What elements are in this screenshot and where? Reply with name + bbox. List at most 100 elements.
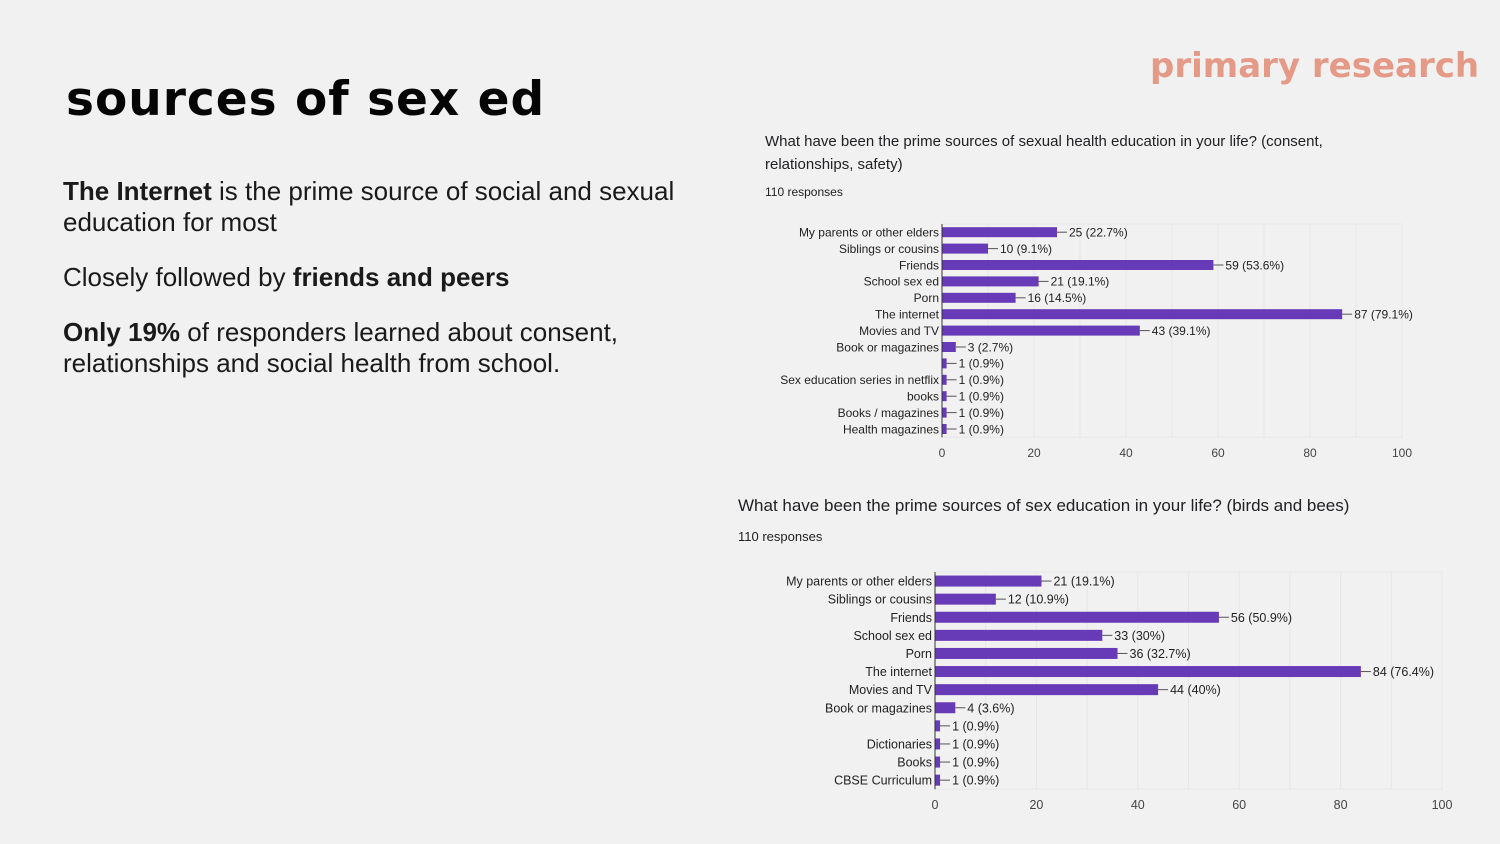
chart-2-x-tick: 100	[1432, 798, 1453, 812]
chart-2-data-label: 12 (10.9%)	[1008, 593, 1069, 607]
finding-3-bold: Only 19%	[63, 317, 181, 347]
chart-2-bar	[935, 756, 941, 768]
chart-2-category-label: Dictionaries	[867, 737, 932, 751]
chart-1-bar	[942, 325, 1140, 336]
chart-2-category-label: Book or magazines	[825, 701, 932, 715]
chart-1-category-label: Health magazines	[843, 422, 939, 436]
summary-text: The Internet is the prime source of soci…	[63, 176, 733, 403]
finding-1-bold: The Internet	[63, 176, 212, 206]
chart-2-bar	[935, 720, 941, 732]
chart-1-bar	[942, 309, 1343, 320]
chart-2-data-label: 56 (50.9%)	[1231, 611, 1292, 625]
chart-2: 0 20 40 60 80 100 My parents or other elders 21…	[786, 571, 1453, 812]
finding-1-text: is the prime source of social and sexual…	[63, 176, 675, 237]
chart-1-category-label: books	[907, 390, 939, 404]
chart-1-data-label: 1 (0.9%)	[959, 422, 1004, 436]
finding-3: Only 19% of responders learned about con…	[63, 317, 733, 379]
chart-1-category-label: Movies and TV	[859, 324, 939, 338]
chart-1-x-tick: 80	[1303, 446, 1317, 460]
chart-2-category-label: The internet	[865, 665, 932, 679]
chart-2-data-label: 1 (0.9%)	[952, 756, 999, 770]
finding-2: Closely followed by friends and peers	[63, 262, 733, 293]
chart-2-responses: 110 responses	[738, 529, 823, 544]
chart-1-bar	[942, 276, 1039, 287]
chart-1-bar	[942, 391, 947, 402]
chart-1: 0 20 40 60 80 100 My parents or other elders 25…	[780, 223, 1413, 460]
chart-2-bar	[935, 738, 941, 750]
chart-1-bar	[942, 292, 1016, 303]
chart-2-x-tick: 60	[1232, 798, 1246, 812]
chart-1-category-label: Sex education series in netflix	[780, 373, 939, 387]
chart-1-x-tick: 0	[939, 446, 946, 460]
chart-1-data-label: 10 (9.1%)	[1000, 242, 1052, 256]
chart-1-bar	[942, 374, 947, 385]
chart-1-bar	[942, 358, 947, 369]
finding-2-text: Closely followed by	[63, 262, 293, 292]
chart-2-bar	[935, 647, 1118, 659]
chart-2-category-label: Books	[897, 756, 932, 770]
chart-1-data-label: 1 (0.9%)	[959, 406, 1004, 420]
chart-1-question: What have been the prime sources of sexu…	[765, 133, 1323, 173]
chart-2-data-label: 1 (0.9%)	[952, 719, 999, 733]
chart-2-bar	[935, 611, 1219, 623]
chart-1-bar	[942, 424, 947, 434]
chart-1-bar	[942, 407, 947, 418]
chart-1-x-tick: 40	[1119, 446, 1133, 460]
chart-2-bar	[935, 774, 941, 786]
chart-1-category-label: Friends	[899, 258, 939, 272]
chart-2-data-label: 1 (0.9%)	[952, 774, 999, 788]
chart-2-x-tick: 80	[1334, 798, 1348, 812]
chart-1-category-label: Porn	[914, 291, 939, 305]
slide-title: sources of sex ed	[66, 72, 546, 127]
section-tag: primary research	[1150, 46, 1480, 86]
finding-2-bold: friends and peers	[292, 262, 510, 292]
chart-1-data-label: 43 (39.1%)	[1152, 324, 1211, 338]
chart-1-category-label: The internet	[875, 308, 940, 322]
chart-1-category-label: My parents or other elders	[799, 226, 939, 240]
chart-2-bar	[935, 629, 1103, 641]
chart-2-bar	[935, 575, 1042, 587]
chart-2-category-label: Siblings or cousins	[828, 593, 932, 607]
chart-1-bar	[942, 260, 1214, 270]
chart-1-data-label: 1 (0.9%)	[959, 390, 1004, 404]
chart-1-x-tick: 100	[1392, 446, 1412, 460]
chart-1-data-label: 87 (79.1%)	[1354, 308, 1413, 322]
chart-2-bar	[935, 702, 956, 714]
chart-1-responses: 110 responses	[765, 185, 843, 199]
chart-1-x-tick: 60	[1211, 446, 1225, 460]
chart-1-data-label: 16 (14.5%)	[1028, 291, 1087, 305]
chart-2-category-label: School sex ed	[853, 629, 932, 643]
chart-2-x-tick: 0	[932, 798, 939, 812]
chart-1-data-label: 21 (19.1%)	[1051, 275, 1110, 289]
chart-2-question: What have been the prime sources of sex …	[738, 496, 1350, 515]
chart-1-data-label: 1 (0.9%)	[959, 373, 1004, 387]
chart-2-category-label: My parents or other elders	[786, 575, 932, 589]
chart-2-category-label: Porn	[906, 647, 932, 661]
chart-2-data-label: 33 (30%)	[1114, 629, 1165, 643]
chart-1-bar	[942, 342, 956, 352]
chart-2-data-label: 21 (19.1%)	[1053, 575, 1114, 589]
chart-2-category-label: Movies and TV	[849, 683, 933, 697]
chart-1-category-label: Siblings or cousins	[839, 242, 939, 256]
chart-2-category-label: Friends	[890, 611, 932, 625]
chart-2-bar	[935, 593, 996, 605]
chart-2-data-label: 44 (40%)	[1170, 683, 1221, 697]
chart-2-category-label: CBSE Curriculum	[834, 774, 932, 788]
chart-1-bar	[942, 227, 1057, 238]
chart-1-x-tick: 20	[1027, 446, 1041, 460]
chart-2-bar	[935, 684, 1159, 696]
chart-1-data-label: 3 (2.7%)	[968, 340, 1013, 354]
chart-2-x-tick: 40	[1131, 798, 1145, 812]
chart-2-x-tick: 20	[1029, 798, 1043, 812]
chart-1-category-label: Books / magazines	[838, 406, 939, 420]
chart-1-data-label: 59 (53.6%)	[1225, 258, 1284, 272]
chart-2-bar	[935, 666, 1361, 678]
chart-2-data-label: 4 (3.6%)	[967, 701, 1014, 715]
chart-1-data-label: 1 (0.9%)	[959, 357, 1004, 371]
finding-3-text: of responders learned about consent, rel…	[63, 317, 619, 378]
chart-1-category-label: School sex ed	[864, 275, 939, 289]
finding-1: The Internet is the prime source of soci…	[63, 176, 733, 238]
chart-1-category-label: Book or magazines	[836, 340, 939, 354]
chart-1-bar	[942, 243, 988, 254]
chart-2-data-label: 36 (32.7%)	[1130, 647, 1191, 661]
